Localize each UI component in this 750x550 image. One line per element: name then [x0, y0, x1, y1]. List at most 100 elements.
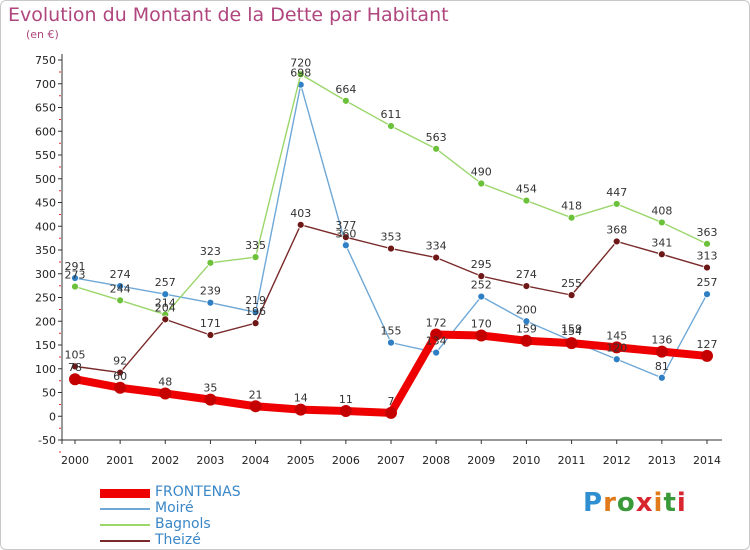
x-tick-label: 2010 [512, 454, 540, 467]
data-label-moir-: 81 [655, 360, 669, 373]
data-label-bagnols: 273 [65, 269, 86, 282]
data-point-moir- [522, 317, 531, 326]
data-label-bagnols: 447 [606, 186, 627, 199]
legend-item-frontenas: FRONTENAS [100, 484, 300, 501]
y-tick-label: 0 [49, 410, 56, 423]
data-point-moir- [432, 348, 441, 357]
data-label-bagnols: 244 [110, 282, 131, 295]
data-point-bagnols [206, 258, 215, 267]
data-label-frontenas: 35 [203, 382, 217, 395]
data-point-theiz- [612, 237, 621, 246]
data-label-theiz-: 274 [516, 268, 537, 281]
y-tick-label: 550 [35, 149, 56, 162]
y-tick-label: 100 [35, 363, 56, 376]
data-point-frontenas [701, 349, 713, 362]
data-label-bagnols: 454 [516, 183, 537, 196]
data-point-theiz- [522, 282, 531, 291]
legend-label-frontenas: FRONTENAS [155, 484, 241, 500]
data-point-frontenas [114, 381, 127, 394]
data-point-bagnols [251, 253, 260, 262]
proxiti-logo: Proxiti [583, 488, 687, 518]
y-tick-label: 350 [35, 244, 56, 257]
x-tick-label: 2006 [332, 454, 360, 467]
data-label-bagnols: 490 [471, 166, 492, 179]
data-label-frontenas: 48 [158, 375, 172, 388]
data-point-moir- [703, 290, 711, 299]
data-point-theiz- [296, 220, 305, 229]
legend: FRONTENAS Moiré Bagnols Theizé [100, 484, 300, 549]
y-unit-label: (en €) [26, 28, 59, 41]
data-label-moir-: 120 [606, 341, 627, 354]
data-point-bagnols [116, 296, 125, 305]
data-label-bagnols: 664 [335, 83, 356, 96]
data-point-theiz- [341, 233, 350, 242]
data-point-theiz- [387, 244, 395, 253]
logo-letter: o [616, 488, 636, 518]
x-tick-label: 2000 [61, 454, 89, 467]
logo-letter: i [676, 488, 687, 518]
data-label-frontenas: 78 [68, 361, 82, 374]
data-point-theiz- [703, 263, 711, 272]
data-point-frontenas [249, 400, 262, 413]
data-label-frontenas: 21 [249, 388, 263, 401]
x-tick-label: 2002 [151, 454, 179, 467]
data-point-frontenas [610, 341, 623, 354]
x-tick-label: 2007 [377, 454, 405, 467]
logo-letter: t [663, 488, 677, 518]
data-label-theiz-: 377 [335, 219, 356, 232]
data-label-theiz-: 353 [381, 231, 402, 244]
data-point-bagnols [477, 179, 486, 188]
x-tick-label: 2013 [648, 454, 676, 467]
data-point-moir- [161, 290, 170, 299]
data-label-moir-: 159 [561, 323, 582, 336]
data-label-frontenas: 145 [606, 329, 627, 342]
data-label-theiz-: 313 [697, 250, 718, 263]
data-label-frontenas: 7 [388, 395, 395, 408]
data-point-moir- [206, 298, 215, 307]
data-label-bagnols: 335 [245, 239, 266, 252]
y-tick-label: 250 [35, 292, 56, 305]
data-point-bagnols [612, 200, 621, 208]
data-point-frontenas [69, 373, 81, 386]
data-point-frontenas [430, 328, 443, 341]
legend-label-bagnols: Bagnols [155, 516, 211, 532]
data-label-bagnols: 363 [697, 226, 718, 239]
x-tick-label: 2011 [558, 454, 586, 467]
data-label-moir-: 698 [290, 67, 311, 80]
data-point-theiz- [432, 253, 441, 262]
data-point-moir- [612, 355, 621, 364]
x-tick-label: 2008 [422, 454, 450, 467]
x-tick-label: 2014 [693, 454, 721, 467]
data-point-theiz- [161, 315, 170, 324]
y-tick-label: 50 [42, 387, 56, 400]
data-point-moir- [341, 241, 350, 250]
data-label-moir-: 200 [516, 303, 537, 316]
legend-item-theiz-: Theizé [100, 532, 300, 549]
data-point-bagnols [387, 122, 395, 130]
data-point-bagnols [71, 282, 79, 291]
data-label-theiz-: 196 [245, 305, 266, 318]
logo-letter: r [603, 488, 617, 518]
data-label-frontenas: 154 [561, 325, 582, 338]
data-label-bagnols: 323 [200, 245, 221, 258]
data-label-moir-: 291 [65, 260, 86, 273]
y-tick-label: 150 [35, 339, 56, 352]
data-label-frontenas: 127 [697, 338, 718, 351]
y-tick-label: 700 [35, 78, 56, 91]
data-label-moir-: 219 [245, 294, 266, 307]
data-point-theiz- [71, 362, 79, 371]
data-point-moir- [477, 292, 486, 301]
data-label-moir-: 257 [155, 276, 176, 289]
y-tick-label: 300 [35, 268, 56, 281]
y-tick-label: 750 [35, 54, 56, 67]
x-tick-label: 2001 [106, 454, 134, 467]
data-label-bagnols: 611 [381, 108, 402, 121]
data-label-bagnols: 408 [651, 204, 672, 217]
data-label-theiz-: 334 [426, 240, 447, 253]
x-tick-label: 2003 [196, 454, 224, 467]
data-label-theiz-: 92 [113, 355, 127, 368]
data-point-theiz- [477, 272, 486, 281]
y-tick-label: 500 [35, 173, 56, 186]
data-label-moir-: 360 [335, 227, 356, 240]
data-point-frontenas [385, 406, 397, 419]
